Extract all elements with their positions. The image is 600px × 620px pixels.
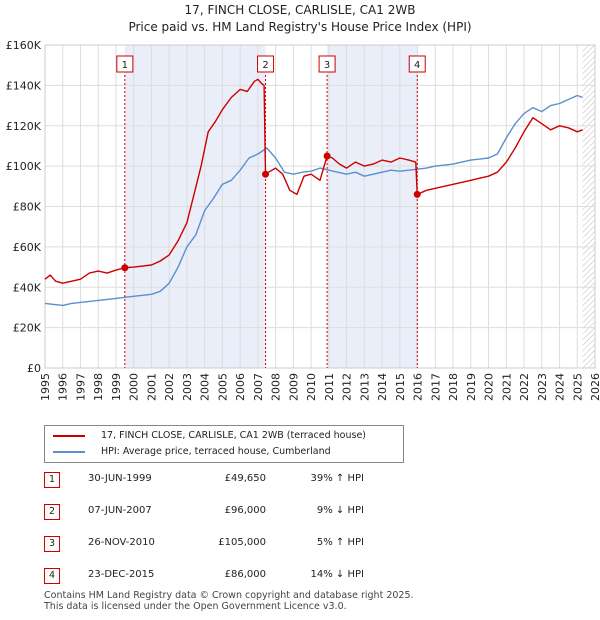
footer: Contains HM Land Registry data © Crown c…	[44, 590, 414, 612]
transaction-number: 1	[44, 472, 60, 488]
x-tick-label: 2003	[181, 373, 194, 401]
hpi-line	[44, 94, 583, 307]
y-tick-label: £60K	[13, 241, 42, 254]
y-tick-label: £140K	[6, 79, 42, 92]
x-tick-label: 2002	[163, 373, 176, 401]
legend-label-hpi: HPI: Average price, terraced house, Cumb…	[101, 446, 331, 457]
price-chart: £0 £20K £40K £60K £80K £100K £120K £140K £160K 19…	[6, 39, 600, 401]
transaction-hpi: 5% ↑ HPI	[316, 537, 364, 548]
transaction-price: £49,650	[224, 473, 266, 484]
transaction-box	[318, 55, 336, 73]
x-tick-label: 2015	[394, 373, 407, 401]
transaction-row: 4 23-DEC-2015 £86,000 14% ↓ HPI	[44, 568, 464, 584]
transaction-hpi: 39% ↑ HPI	[310, 473, 364, 484]
x-tick-label: 2019	[465, 373, 478, 401]
x-tick-label: 2016	[412, 373, 425, 401]
x-tick-label: 2010	[305, 373, 318, 401]
transaction-number: 3	[44, 536, 60, 552]
transaction-box-label: 2	[262, 60, 268, 71]
property-price-line	[44, 78, 583, 284]
legend-label-property: 17, FINCH CLOSE, CARLISLE, CA1 2WB (terr…	[101, 430, 367, 441]
x-tick-label: 2024	[554, 373, 567, 401]
transaction-hpi: 9% ↓ HPI	[316, 505, 364, 516]
y-tick-label: £80K	[13, 201, 42, 214]
x-tick-label: 2000	[128, 373, 141, 401]
transaction-box	[408, 55, 426, 73]
x-tick-label: 1999	[110, 373, 123, 401]
x-tick-label: 2020	[483, 373, 496, 401]
x-tick-label: 2014	[376, 373, 389, 401]
transaction-date: 07-JUN-2007	[88, 505, 152, 516]
transaction-date: 30-JUN-1999	[88, 473, 152, 484]
transaction-box	[257, 55, 275, 73]
x-tick-label: 2026	[589, 373, 600, 401]
transaction-price: £86,000	[224, 569, 266, 580]
x-tick-label: 2012	[341, 373, 354, 401]
y-tick-label: £120K	[6, 120, 42, 133]
x-tick-label: 2004	[199, 373, 212, 401]
x-tick-label: 2008	[270, 373, 283, 401]
transaction-price: £96,000	[224, 505, 266, 516]
x-tick-label: 2005	[216, 373, 229, 401]
transaction-point	[323, 152, 331, 160]
transaction-box-label: 1	[122, 60, 128, 71]
x-tick-label: 2022	[518, 373, 531, 401]
x-tick-label: 1996	[57, 373, 70, 401]
footer-licence: This data is licensed under the Open Gov…	[44, 601, 347, 612]
legend-swatch-hpi	[53, 451, 85, 453]
transaction-row: 1 30-JUN-1999 £49,650 39% ↑ HPI	[44, 472, 464, 488]
x-tick-label: 2025	[571, 373, 584, 401]
transaction-box	[116, 55, 134, 73]
y-tick-label: £160K	[6, 39, 42, 52]
transaction-date: 23-DEC-2015	[88, 569, 155, 580]
x-tick-label: 2009	[287, 373, 300, 401]
legend: 17, FINCH CLOSE, CARLISLE, CA1 2WB (terr…	[44, 425, 404, 463]
x-tick-label: 1995	[39, 373, 52, 401]
legend-swatch-property	[53, 435, 85, 437]
transaction-point	[413, 190, 421, 198]
x-tick-label: 1998	[92, 373, 105, 401]
transaction-box-label: 3	[324, 60, 330, 71]
transaction-box-label: 4	[414, 60, 420, 71]
transaction-point	[121, 264, 129, 272]
transaction-date: 26-NOV-2010	[88, 537, 155, 548]
y-tick-label: £0	[27, 362, 41, 375]
transaction-row: 3 26-NOV-2010 £105,000 5% ↑ HPI	[44, 536, 464, 552]
y-tick-label: £40K	[13, 281, 42, 294]
chart-title: 17, FINCH CLOSE, CARLISLE, CA1 2WB	[184, 3, 416, 17]
x-tick-label: 2017	[429, 373, 442, 401]
x-tick-label: 2001	[145, 373, 158, 401]
plot-frame	[44, 44, 596, 369]
transaction-number: 4	[44, 568, 60, 584]
x-tick-label: 1997	[74, 373, 87, 401]
x-tick-label: 2018	[447, 373, 460, 401]
y-tick-label: £20K	[13, 322, 42, 335]
x-tick-label: 2013	[358, 373, 371, 401]
x-tick-label: 2021	[500, 373, 513, 401]
x-tick-label: 2011	[323, 373, 336, 401]
x-tick-label: 2006	[234, 373, 247, 401]
x-tick-label: 2023	[536, 373, 549, 401]
chart-subtitle: Price paid vs. HM Land Registry's House …	[128, 20, 472, 34]
x-tick-label: 2007	[252, 373, 265, 401]
transaction-hpi: 14% ↓ HPI	[310, 569, 364, 580]
transaction-row: 2 07-JUN-2007 £96,000 9% ↓ HPI	[44, 504, 464, 520]
chart-title-block: 17, FINCH CLOSE, CARLISLE, CA1 2WB Price…	[0, 2, 600, 36]
footer-copyright: Contains HM Land Registry data © Crown c…	[44, 590, 414, 601]
transaction-price: £105,000	[218, 537, 266, 548]
transaction-point	[262, 170, 270, 178]
y-tick-label: £100K	[6, 160, 42, 173]
transaction-number: 2	[44, 504, 60, 520]
